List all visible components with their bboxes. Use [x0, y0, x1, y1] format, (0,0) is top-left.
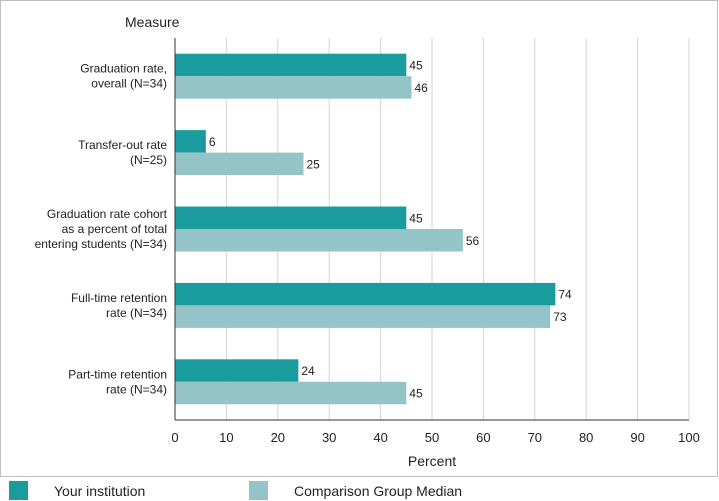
bar: [175, 229, 463, 252]
data-label: 45: [409, 387, 423, 401]
x-tick-label: 70: [528, 430, 542, 445]
x-axis-title: Percent: [408, 453, 456, 469]
category-label: Part-time retention: [68, 367, 167, 381]
data-label: 73: [553, 310, 567, 324]
bar: [175, 130, 206, 153]
x-tick-label: 100: [678, 430, 700, 445]
category-label: Transfer-out rate: [78, 138, 167, 152]
category-label: Graduation rate,: [80, 62, 167, 76]
x-tick-label: 50: [425, 430, 439, 445]
x-tick-label: 20: [271, 430, 285, 445]
x-tick-label: 10: [219, 430, 233, 445]
chart-frame: 45 46 Graduation rate, overall (N=34) 6 25 Tra…: [0, 0, 718, 477]
legend-item-comparison-group: Comparison Group Median: [249, 481, 462, 500]
data-label: 56: [466, 234, 480, 248]
category-label: Full-time retention: [71, 291, 167, 305]
bar: [175, 282, 556, 306]
legend: Your institution Comparison Group Median: [0, 478, 719, 501]
category-label: rate (N=34): [106, 382, 167, 396]
x-tick-label: 90: [630, 430, 644, 445]
bar: [175, 53, 407, 77]
data-label: 25: [307, 157, 321, 171]
data-label: 24: [301, 364, 315, 378]
bar: [175, 76, 412, 99]
x-tick-label: 30: [322, 430, 336, 445]
bar: [175, 152, 304, 176]
category-label: (N=25): [130, 153, 167, 167]
legend-swatch-comparison-group: [249, 481, 268, 500]
data-label: 45: [409, 58, 423, 72]
data-label: 74: [558, 288, 572, 302]
chart-title: Measure: [125, 14, 180, 30]
legend-item-your-institution: Your institution: [9, 481, 145, 500]
data-label: 46: [414, 81, 428, 95]
legend-label-your-institution: Your institution: [54, 482, 146, 499]
data-label: 45: [409, 211, 423, 225]
legend-swatch-your-institution: [9, 481, 28, 500]
legend-label-comparison-group: Comparison Group Median: [294, 482, 463, 499]
bar: [175, 359, 299, 382]
x-tick-label: 60: [476, 430, 490, 445]
bar-chart: 45 46 Graduation rate,overall (N=34) 6 25 Tra…: [35, 14, 700, 469]
category-label: rate (N=34): [106, 306, 167, 320]
x-tick-label: 0: [171, 430, 178, 445]
bar: [175, 206, 407, 229]
x-tick-label: 80: [579, 430, 593, 445]
category-label: as a percent of total: [62, 222, 167, 236]
data-label: 6: [209, 135, 216, 149]
bar: [175, 381, 407, 405]
category-label: overall (N=34): [91, 77, 167, 91]
category-label: entering students (N=34): [35, 237, 167, 251]
x-tick-label: 40: [373, 430, 387, 445]
category-label: Graduation rate cohort: [47, 207, 168, 221]
bar: [175, 305, 551, 328]
